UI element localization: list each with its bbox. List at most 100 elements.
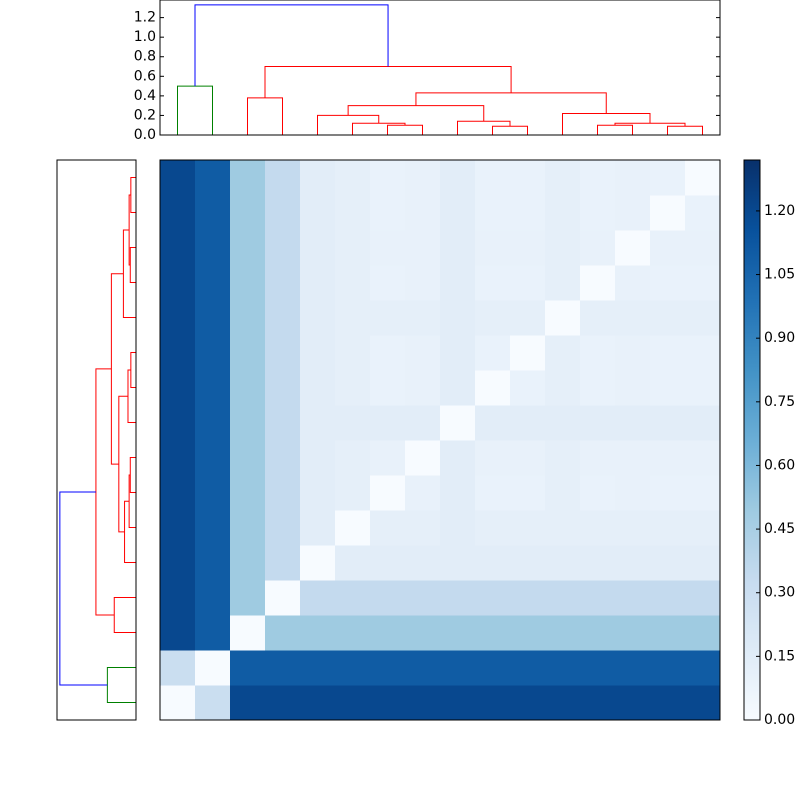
heatmap-cell (265, 265, 301, 301)
heatmap-cell (405, 195, 441, 231)
heatmap-cell (510, 300, 546, 336)
heatmap-cell (580, 685, 616, 721)
heatmap-cell (370, 335, 406, 371)
heatmap-cell (650, 300, 686, 336)
heatmap-cell (545, 545, 581, 581)
heatmap-cell (440, 160, 476, 196)
colorbar-tick-label: 1.20 (764, 203, 795, 219)
heatmap-cell (580, 580, 616, 616)
heatmap-cell (405, 160, 441, 196)
heatmap-cell (265, 405, 301, 441)
heatmap-cell (615, 265, 651, 301)
heatmap-cell (510, 230, 546, 266)
heatmap-cell (160, 685, 196, 721)
heatmap-cell (195, 685, 231, 721)
dendrogram-link (352, 122, 406, 135)
heatmap-cell (195, 545, 231, 581)
heatmap-cell (265, 335, 301, 371)
heatmap-cell (545, 160, 581, 196)
heatmap-cell (160, 475, 196, 511)
heatmap-cell (685, 615, 721, 651)
heatmap-cell (440, 615, 476, 651)
heatmap-cell (580, 405, 616, 441)
heatmap-cell (405, 685, 441, 721)
dendrogram-link (127, 369, 136, 423)
colorbar-tick-label: 0.15 (764, 648, 795, 664)
heatmap-cell (475, 300, 511, 336)
heatmap-cell (230, 510, 266, 546)
heatmap-cell (475, 510, 511, 546)
heatmap-cell (195, 650, 231, 686)
heatmap-cell (335, 545, 371, 581)
heatmap-cell (405, 475, 441, 511)
heatmap-cell (580, 545, 616, 581)
dendrogram-link (129, 457, 136, 493)
heatmap-cell (230, 335, 266, 371)
heatmap-cell (160, 265, 196, 301)
heatmap-cell (300, 370, 336, 406)
dendrogram-link (106, 667, 136, 703)
heatmap-cell (685, 545, 721, 581)
dendrogram-link (387, 124, 423, 135)
heatmap-cell (370, 405, 406, 441)
heatmap-cell (405, 650, 441, 686)
heatmap-cell (230, 160, 266, 196)
heatmap-cell (510, 160, 546, 196)
heatmap-cell (615, 475, 651, 511)
heatmap-cell (300, 160, 336, 196)
heatmap-cell (475, 195, 511, 231)
heatmap-cell (230, 265, 266, 301)
heatmap-cell (370, 440, 406, 476)
heatmap-cell (440, 650, 476, 686)
heatmap-cell (615, 545, 651, 581)
heatmap-cell (300, 510, 336, 546)
heatmap-cell (650, 475, 686, 511)
heatmap-cell (650, 685, 686, 721)
heatmap-cell (580, 265, 616, 301)
y-tick-label: 0.6 (134, 68, 156, 84)
heatmap-cell (650, 195, 686, 231)
heatmap-cell (580, 615, 616, 651)
heatmap-cell (440, 510, 476, 546)
heatmap-cell (650, 615, 686, 651)
heatmap-cell (300, 615, 336, 651)
heatmap-cell (475, 685, 511, 721)
y-tick-label: 0.8 (134, 49, 156, 65)
heatmap-cell (370, 300, 406, 336)
dendrogram-link (457, 120, 511, 135)
heatmap-cell (510, 685, 546, 721)
heatmap-cell (335, 300, 371, 336)
dendrogram-link (59, 491, 108, 686)
heatmap-cell (160, 510, 196, 546)
heatmap-cell (545, 335, 581, 371)
heatmap-cell (615, 685, 651, 721)
heatmap-cell (300, 335, 336, 371)
dendrogram-link (614, 122, 686, 127)
heatmap-cell (300, 545, 336, 581)
heatmap-cell (335, 580, 371, 616)
dendrogram-link (124, 500, 136, 563)
heatmap-cell (545, 615, 581, 651)
heatmap-cell (300, 265, 336, 301)
heatmap-cell (265, 615, 301, 651)
heatmap-cell (405, 545, 441, 581)
heatmap-cell (265, 300, 301, 336)
colorbar-tick-label: 1.05 (764, 267, 795, 283)
heatmap-cell (195, 370, 231, 406)
heatmap-cell (335, 230, 371, 266)
heatmap-cell (265, 475, 301, 511)
heatmap-cell (545, 405, 581, 441)
heatmap-cell (510, 580, 546, 616)
heatmap-cell (405, 440, 441, 476)
heatmap-cell (195, 580, 231, 616)
heatmap-cell (230, 300, 266, 336)
dendrogram-link (129, 247, 136, 283)
heatmap-cell (230, 650, 266, 686)
heatmap-cell (335, 685, 371, 721)
heatmap-cell (230, 440, 266, 476)
dendrogram-link (347, 105, 485, 122)
heatmap-cell (615, 440, 651, 476)
heatmap-cell (195, 195, 231, 231)
